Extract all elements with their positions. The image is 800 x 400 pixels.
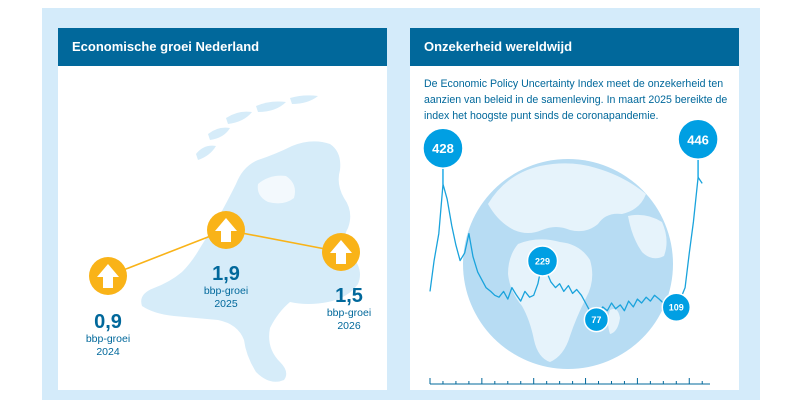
growth-label: bbp-groei: [204, 285, 248, 297]
growth-year: 2024: [96, 346, 120, 358]
bubble-label: 229: [535, 256, 550, 266]
epu-index-line: [429, 176, 703, 321]
gdp-growth-title: Economische groei Nederland: [58, 28, 387, 66]
growth-line-2025-2026: [225, 229, 342, 253]
growth-line-2024-2025: [107, 229, 227, 277]
bubble-77: 77: [583, 306, 610, 333]
gdp-growth-panel: Economische groei Nederland 0,9 bbp-groei…: [58, 28, 387, 390]
wadden-island-5: [290, 95, 318, 104]
wadden-island-1: [196, 145, 216, 160]
uncertainty-title: Onzekerheid wereldwijd: [410, 28, 739, 66]
arrow-up-icon: [215, 218, 237, 242]
bubble-109: 109: [661, 292, 692, 322]
uncertainty-panel: Onzekerheid wereldwijd 20202021202220232…: [410, 28, 739, 390]
growth-year: 2025: [214, 298, 238, 310]
bubble-229: 229: [526, 245, 559, 277]
growth-value: 1,9: [212, 263, 240, 285]
bubble-circle: [677, 118, 719, 161]
growth-value: 1,5: [335, 285, 363, 307]
bubble-circle: [526, 245, 559, 277]
bubble-428: 428: [422, 127, 464, 185]
bubble-circle: [422, 127, 464, 169]
growth-year: 2026: [337, 320, 361, 332]
uncertainty-description: De Economic Policy Uncertainty Index mee…: [424, 78, 728, 122]
wadden-island-2: [208, 127, 230, 140]
bubble-label: 109: [669, 303, 684, 313]
bubble-label: 428: [432, 141, 454, 156]
netherlands-map: [141, 141, 360, 382]
arrow-up-icon: [330, 240, 352, 264]
globe-land-europe: [488, 163, 646, 233]
globe-land-madagascar: [608, 309, 620, 334]
gdp-growth-body: 0,9 bbp-groei 2024 1,9 bbp-groei 2025 1,5 bbp-g…: [58, 66, 387, 390]
wadden-island-3: [226, 111, 252, 124]
globe-land-asia: [628, 214, 667, 259]
wadden-island-4: [256, 101, 286, 112]
arrow-up-icon: [97, 264, 119, 288]
bubble-circle: [661, 292, 692, 322]
bubble-label: 446: [687, 132, 709, 147]
globe-land-africa: [508, 239, 593, 362]
growth-value: 0,9: [94, 311, 122, 333]
growth-label: bbp-groei: [86, 333, 130, 345]
ijsselmeer: [257, 175, 295, 204]
growth-label: bbp-groei: [327, 307, 371, 319]
bubble-label: 77: [591, 315, 601, 325]
bubble-446: 446: [677, 118, 719, 178]
uncertainty-body: 202020212022202320242025 42822977109446 …: [410, 66, 739, 390]
bubble-circle: [583, 306, 610, 333]
